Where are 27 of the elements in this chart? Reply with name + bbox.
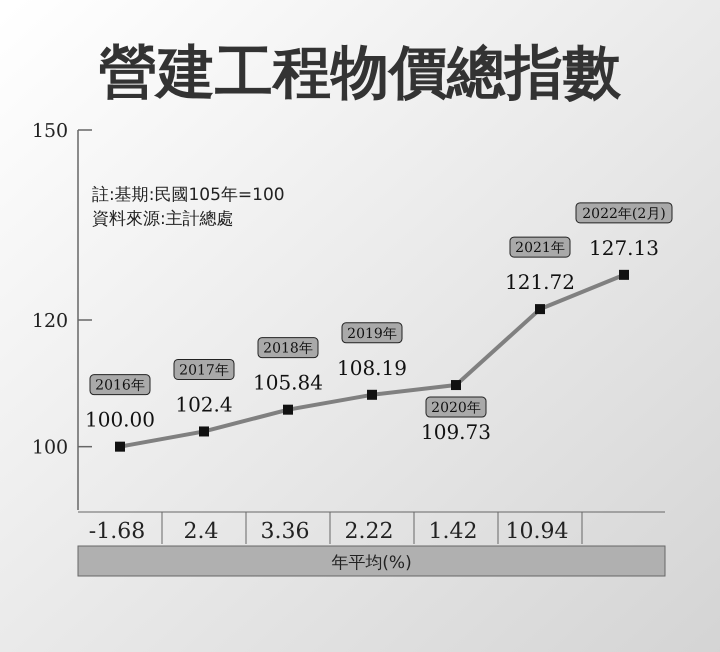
text: 2.22 <box>344 519 394 544</box>
data-label: 105.84 <box>253 370 323 395</box>
y-tick-label: 120 <box>32 310 68 332</box>
text: 2.4 <box>184 519 218 544</box>
annotation: 註:基期:民國105年=100 <box>92 185 285 205</box>
x-tick-label: 2022年(2月) <box>582 206 666 222</box>
y-tick-label: 100 <box>32 436 68 459</box>
y-tick-label: 150 <box>32 120 68 142</box>
annotation: 資料來源:主計總處 <box>92 209 234 229</box>
text: 3.36 <box>260 519 310 544</box>
data-label: 100.00 <box>85 408 155 432</box>
data-label: 102.4 <box>175 392 233 416</box>
text: 1.42 <box>428 519 478 544</box>
x-tick-label: 2021年 <box>515 240 565 256</box>
chart-title: 營建工程物價總指數 <box>99 40 622 105</box>
x-axis-title: 年平均(%) <box>331 553 412 573</box>
x-tick-label: 2019年 <box>347 326 397 342</box>
text: 10.94 <box>506 519 568 544</box>
data-label: 108.19 <box>337 356 407 380</box>
data-label: 121.72 <box>505 270 575 294</box>
data-label: 109.73 <box>421 420 491 444</box>
data-label: 127.13 <box>589 236 659 260</box>
x-tick-label: 2018年 <box>263 340 313 357</box>
x-tick-label: 2017年 <box>179 362 229 378</box>
x-tick-label: 2016年 <box>95 378 145 394</box>
text: -1.68 <box>88 519 146 544</box>
x-tick-label: 2020年 <box>431 400 481 416</box>
